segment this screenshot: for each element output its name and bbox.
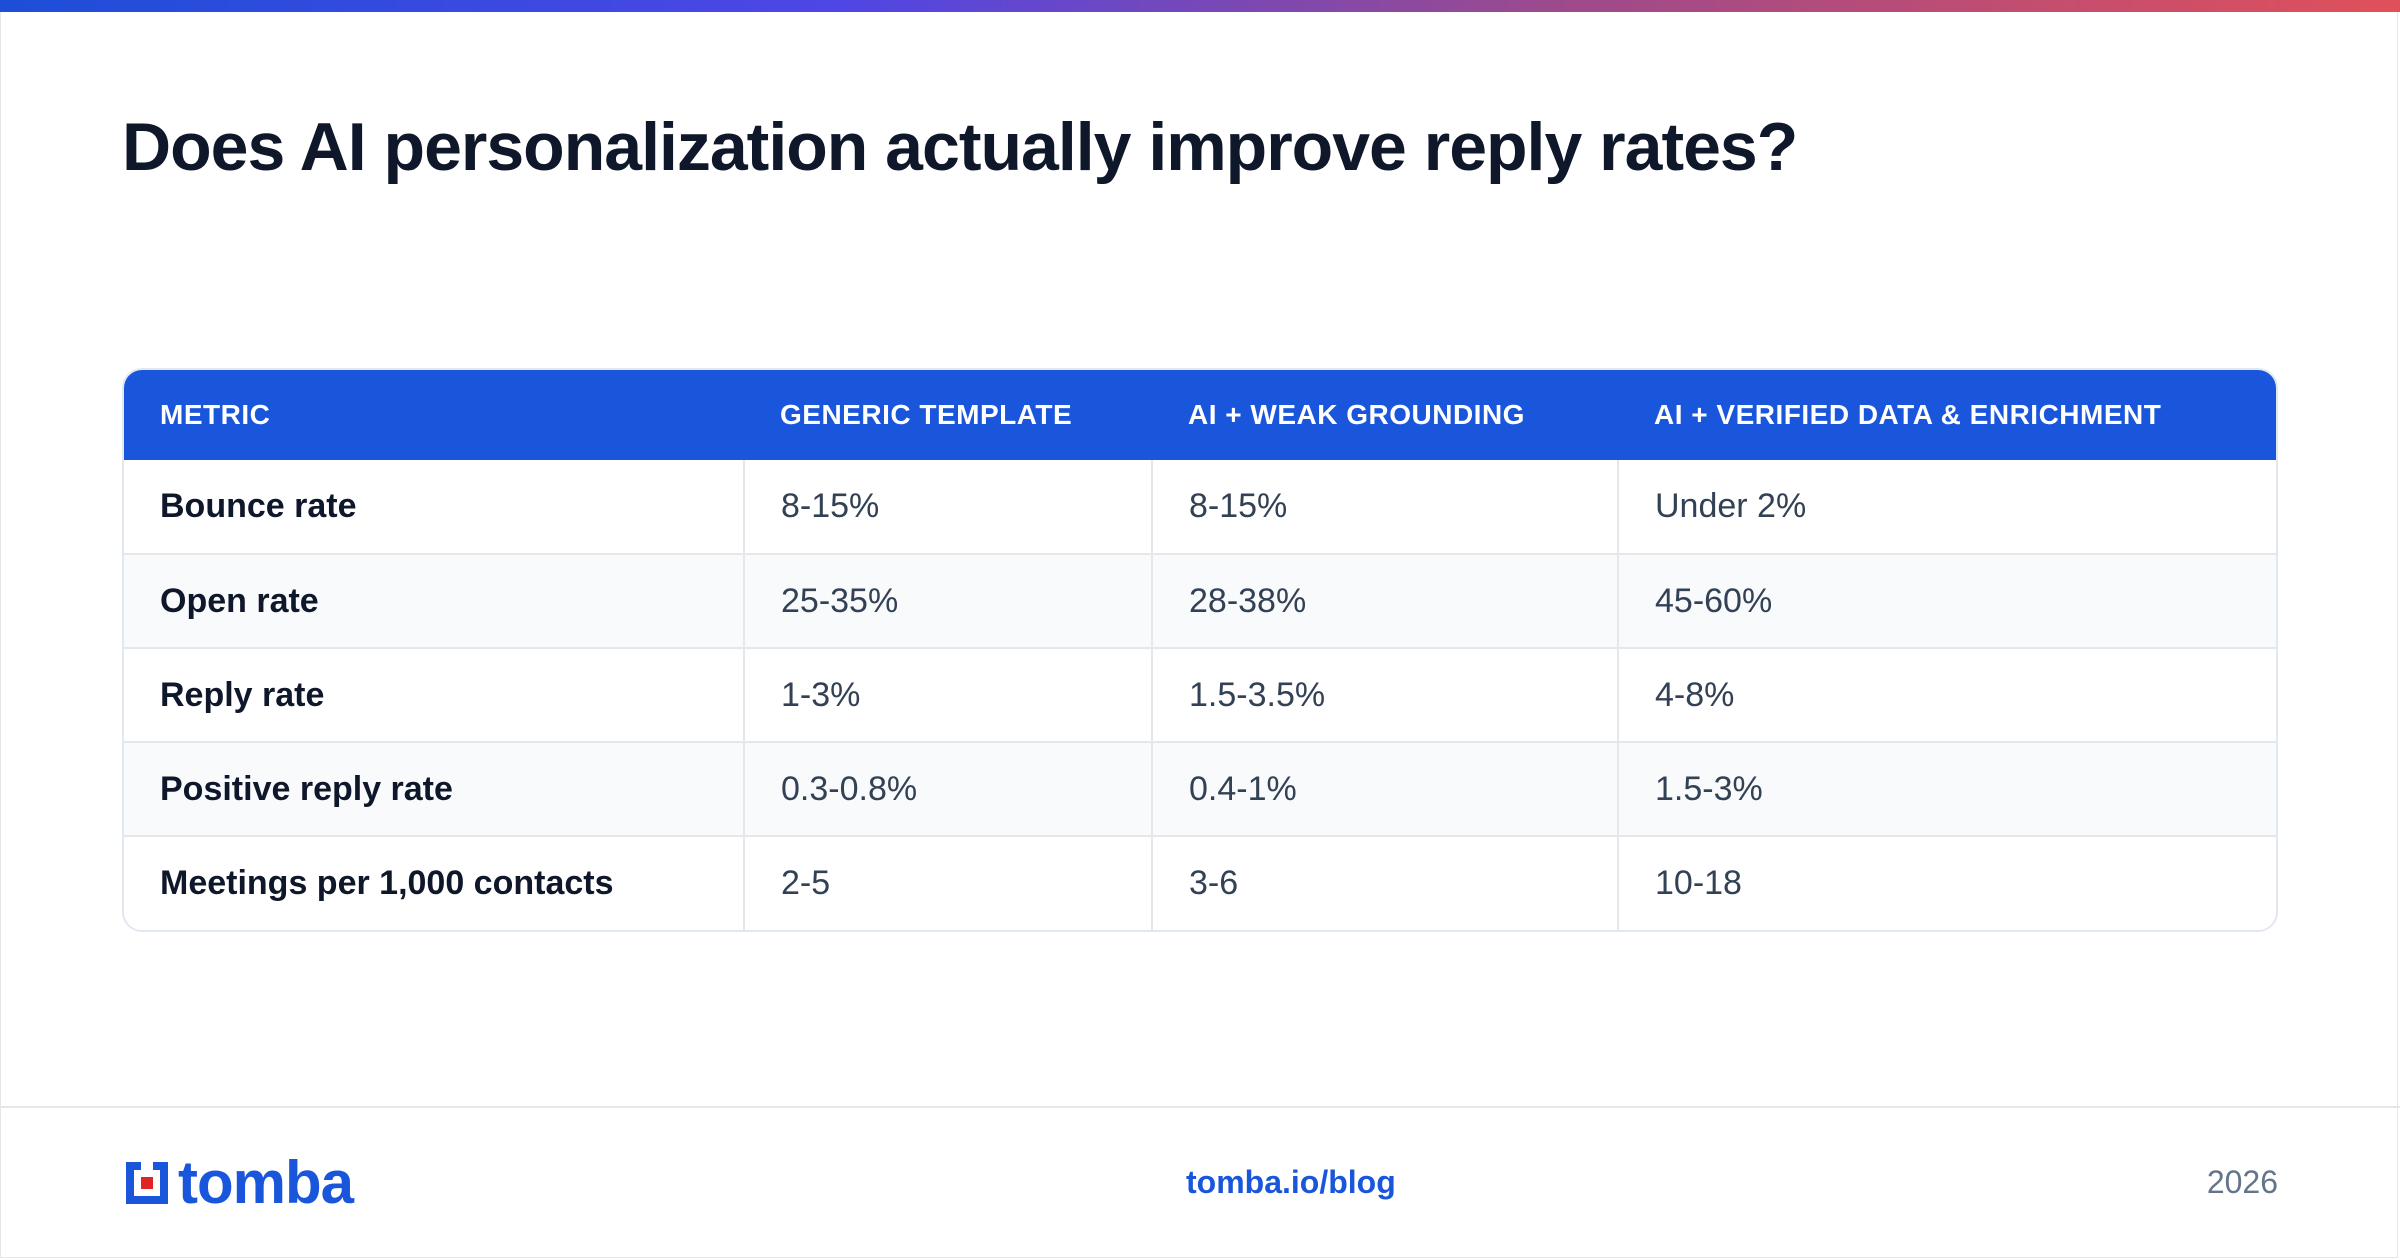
top-gradient-bar (0, 0, 2400, 12)
metric-cell: Bounce rate (160, 487, 357, 525)
verified-cell: Under 2% (1617, 460, 2276, 554)
generic-cell: 25-35% (743, 553, 1152, 648)
table-row: Reply rate 1-3% 1.5-3.5% 4-8% (124, 647, 2276, 742)
verified-cell: 45-60% (1617, 553, 2276, 648)
verified-cell: 10-18 (1617, 835, 2276, 930)
tomba-logo-icon (126, 1162, 168, 1204)
header-ai-weak-grounding: AI + WEAK GROUNDING (1188, 399, 1525, 430)
weak-cell: 1.5-3.5% (1151, 647, 1618, 742)
header-ai-verified-data: AI + VERIFIED DATA & ENRICHMENT (1654, 399, 2162, 430)
blog-link[interactable]: tomba.io/blog (1186, 1164, 1396, 1200)
tomba-logo[interactable]: tomba (122, 1149, 354, 1216)
table-row: Bounce rate 8-15% 8-15% Under 2% (124, 460, 2276, 554)
table-header-row: METRIC GENERIC TEMPLATE AI + WEAK GROUND… (124, 370, 2276, 460)
verified-cell: 4-8% (1617, 647, 2276, 742)
comparison-table: METRIC GENERIC TEMPLATE AI + WEAK GROUND… (124, 370, 2276, 930)
weak-cell: 0.4-1% (1151, 741, 1618, 836)
table-row: Positive reply rate 0.3-0.8% 0.4-1% 1.5-… (124, 741, 2276, 836)
logo-wordmark: tomba (178, 1149, 354, 1216)
generic-cell: 2-5 (743, 835, 1152, 930)
table-row: Meetings per 1,000 contacts 2-5 3-6 10-1… (124, 835, 2276, 930)
header-generic-template: GENERIC TEMPLATE (780, 399, 1073, 430)
weak-cell: 28-38% (1151, 553, 1618, 648)
metric-cell: Positive reply rate (124, 741, 744, 836)
page-title: Does AI personalization actually improve… (122, 109, 1798, 185)
metric-cell: Open rate (124, 553, 744, 648)
table-row: Open rate 25-35% 28-38% 45-60% (124, 553, 2276, 648)
generic-cell: 8-15% (743, 460, 1152, 554)
generic-cell: 1-3% (743, 647, 1152, 742)
header-metric: METRIC (160, 399, 271, 430)
weak-cell: 3-6 (1151, 835, 1618, 930)
weak-cell: 8-15% (1151, 460, 1618, 554)
footer-divider (0, 1106, 2400, 1108)
footer-year: 2026 (2206, 1164, 2278, 1200)
metric-cell: Meetings per 1,000 contacts (124, 835, 744, 930)
generic-cell: 0.3-0.8% (743, 741, 1152, 836)
verified-cell: 1.5-3% (1617, 741, 2276, 836)
comparison-table-container: METRIC GENERIC TEMPLATE AI + WEAK GROUND… (122, 368, 2278, 932)
metric-cell: Reply rate (124, 647, 744, 742)
